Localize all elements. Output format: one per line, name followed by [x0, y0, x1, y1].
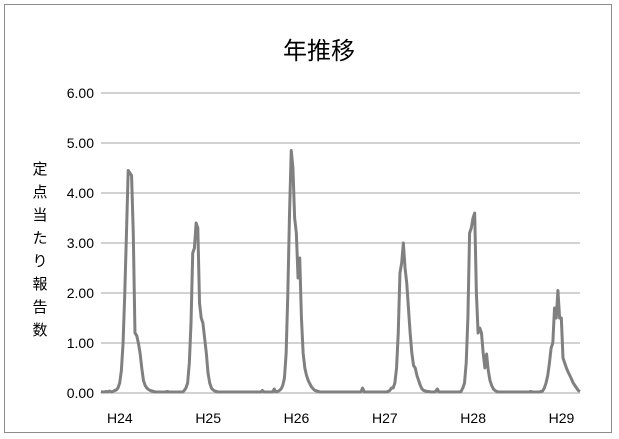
- y-tick-label: 4.00: [67, 185, 94, 201]
- x-tick-label: H26: [284, 410, 310, 426]
- chart-svg: 年推移 0.00 1.00 2.00 3.00 4.00 5.00 6.00 定点当たり報告…: [32, 37, 581, 426]
- y-tick-labels: 0.00 1.00 2.00 3.00 4.00 5.00 6.00: [67, 85, 94, 401]
- x-tick-label: H27: [372, 410, 398, 426]
- series-line: [100, 149, 581, 394]
- y-tick-label: 1.00: [67, 335, 94, 351]
- y-axis-label-char: 報: [32, 275, 47, 293]
- y-tick-label: 2.00: [67, 285, 94, 301]
- y-tick-label: 0.00: [67, 385, 94, 401]
- y-axis-label-char: 告: [32, 298, 47, 316]
- x-tick-label: H24: [107, 410, 133, 426]
- chart-title: 年推移: [283, 37, 355, 65]
- series-layer: [100, 149, 581, 394]
- chart-frame: 年推移 0.00 1.00 2.00 3.00 4.00 5.00 6.00 定点当たり報告…: [4, 4, 612, 433]
- y-axis-label-char: 数: [32, 321, 47, 339]
- x-tick-labels: H24 H25 H26 H27 H28 H29: [107, 410, 575, 426]
- x-tick-label: H28: [460, 410, 486, 426]
- y-axis-label-char: 定: [32, 160, 47, 178]
- y-tick-label: 6.00: [67, 85, 94, 101]
- y-tick-label: 5.00: [67, 135, 94, 151]
- y-axis-label-char: り: [32, 252, 47, 270]
- x-tick-label: H25: [195, 410, 221, 426]
- y-tick-label: 3.00: [67, 235, 94, 251]
- gridlines: [101, 92, 580, 394]
- y-axis-label-char: た: [32, 229, 47, 247]
- y-axis-label-char: 当: [32, 206, 47, 224]
- y-axis-label-char: 点: [32, 183, 47, 201]
- x-tick-label: H29: [549, 410, 575, 426]
